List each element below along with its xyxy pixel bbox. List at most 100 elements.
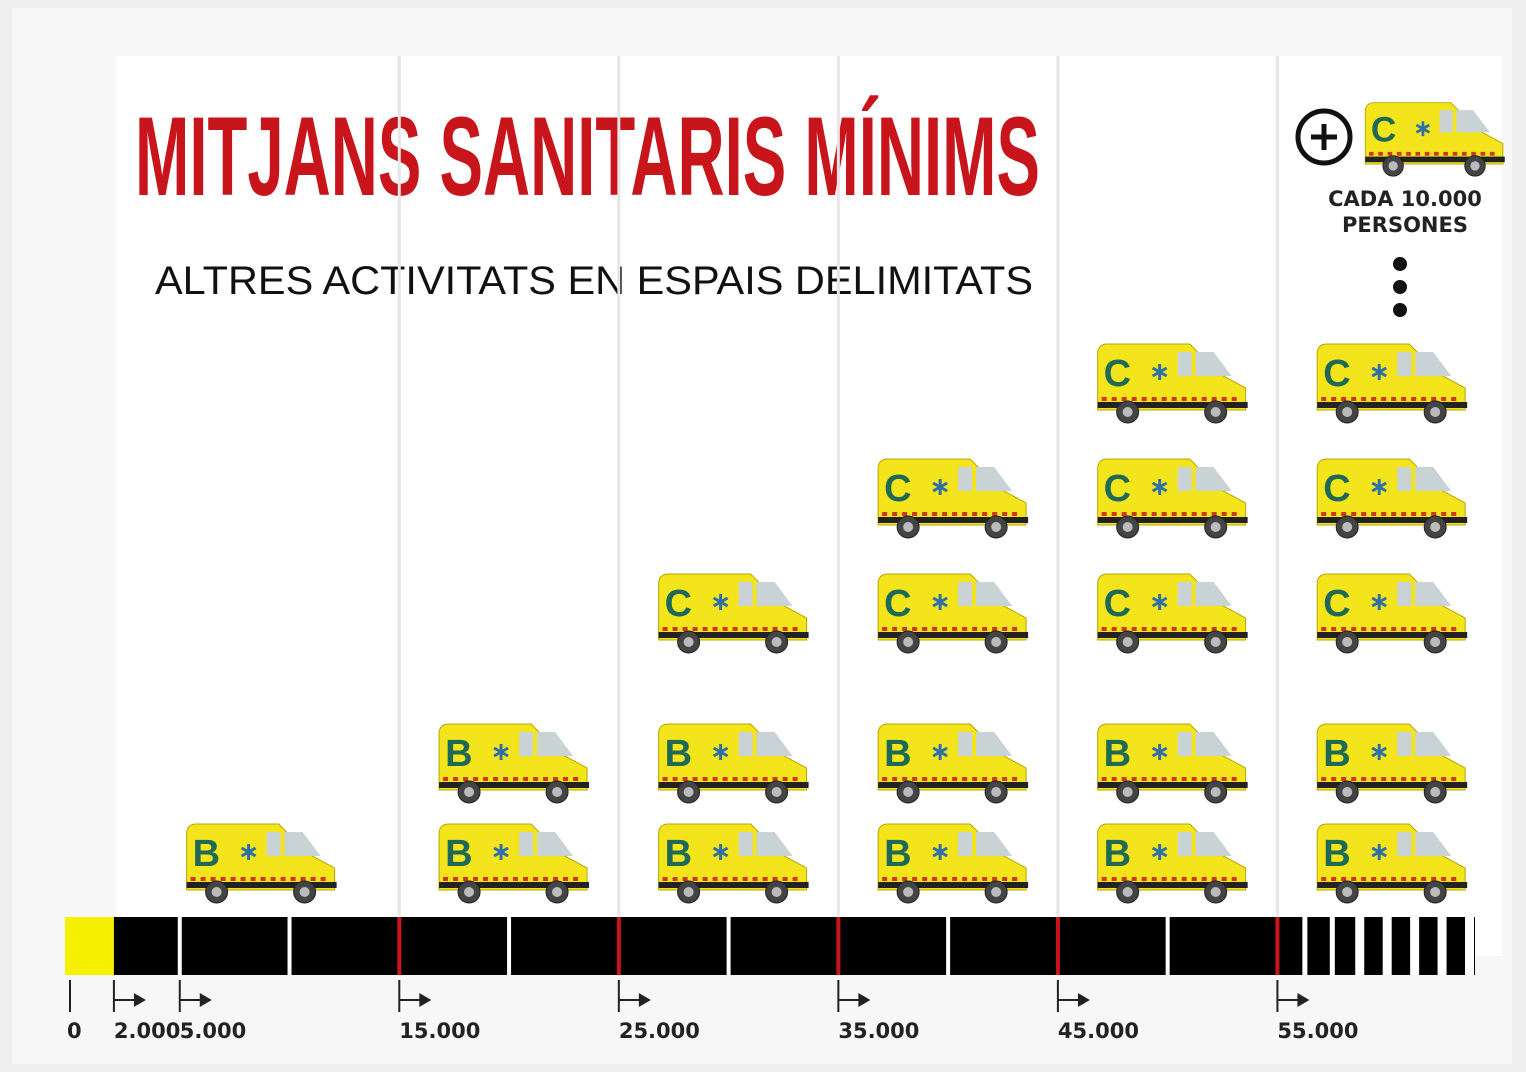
ambulance-window	[958, 732, 972, 756]
ambulance-hub	[1470, 161, 1479, 170]
ambulance-check	[713, 777, 718, 781]
ambulance-check	[952, 512, 957, 516]
ambulance-check	[1192, 777, 1197, 781]
ambulance-check	[1142, 777, 1147, 781]
ambulance-check	[533, 777, 538, 781]
ambulance-check	[912, 877, 917, 881]
ambulance-check	[743, 627, 748, 631]
ambulance-check	[763, 627, 768, 631]
ambulance-check	[191, 877, 196, 881]
chart-title: MITJANS SANITARIS MÍNIMS	[135, 94, 1040, 219]
ambulance-check	[793, 777, 798, 781]
x-tick-label: 5.000	[180, 1019, 246, 1043]
ambulance-check	[922, 777, 927, 781]
ambulance-check	[982, 512, 987, 516]
ambulance-check	[1331, 397, 1336, 401]
ambulance-check	[553, 877, 558, 881]
ambulance-window	[1178, 582, 1192, 606]
chart: MITJANS SANITARIS MÍNIMS ALTRES ACTIVITA…	[0, 0, 1526, 1072]
ambulance-check	[783, 627, 788, 631]
ambulance-check	[463, 777, 468, 781]
ambulance-check	[892, 627, 897, 631]
ambulance-check	[1401, 877, 1406, 881]
ambulance-check	[1361, 397, 1366, 401]
ambulance-check	[1401, 777, 1406, 781]
ambulance-check	[523, 877, 528, 881]
ambulance-letter: B	[884, 833, 911, 875]
ambulance-hub	[212, 887, 222, 897]
ambulance-check	[1162, 397, 1167, 401]
ambulance-check	[683, 627, 688, 631]
ambulance-check	[922, 877, 927, 881]
ambulance-check	[693, 877, 698, 881]
ambulance-hub	[464, 787, 474, 797]
ambulance-check	[932, 877, 937, 881]
ambulance-check	[1351, 877, 1356, 881]
ambulance-check	[1434, 152, 1439, 156]
ambulance-check	[882, 627, 887, 631]
ambulance-check	[793, 627, 798, 631]
ambulance-check	[201, 877, 206, 881]
ambulance-check	[743, 877, 748, 881]
ambulance-check	[1371, 777, 1376, 781]
ambulance-hub	[991, 787, 1001, 797]
ambulance-check	[922, 627, 927, 631]
ambulance-check	[1202, 777, 1207, 781]
ambulance-hub	[1389, 161, 1398, 170]
ambulance-check	[1321, 512, 1326, 516]
ambulance-hub	[1123, 522, 1133, 532]
ambulance-check	[1421, 397, 1426, 401]
ambulance-check	[1411, 627, 1416, 631]
ambulance-hub	[1430, 887, 1440, 897]
ambulance-check	[1192, 512, 1197, 516]
ambulance-check	[1391, 777, 1396, 781]
ambulance-check	[1132, 512, 1137, 516]
ambulance-check	[1182, 512, 1187, 516]
ambulance-check	[992, 512, 997, 516]
ambulance-check	[773, 627, 778, 631]
ambulance-check	[1132, 397, 1137, 401]
ambulance-check	[882, 512, 887, 516]
ambulance-check	[1381, 512, 1386, 516]
ambulance-check	[1222, 397, 1227, 401]
ambulance-check	[972, 627, 977, 631]
ambulance-check	[573, 877, 578, 881]
ambulance-check	[1401, 512, 1406, 516]
ambulance-check	[703, 627, 708, 631]
ambulance-check	[773, 777, 778, 781]
ambulance-hub	[1342, 407, 1352, 417]
ambulance-window	[1397, 732, 1411, 756]
ambulance-check	[1341, 397, 1346, 401]
ambulance-letter: B	[665, 833, 692, 875]
ambulance-check	[1431, 777, 1436, 781]
ambulance-check	[443, 777, 448, 781]
x-tick-label: 55.000	[1277, 1019, 1358, 1043]
ambulance-check	[1371, 627, 1376, 631]
ambulance-check	[1152, 512, 1157, 516]
ambulance-letter: C	[884, 583, 911, 625]
ambulance-check	[503, 877, 508, 881]
ambulance-check	[1132, 777, 1137, 781]
x-tick-label: 45.000	[1058, 1019, 1139, 1043]
ambulance-check	[1112, 877, 1117, 881]
ambulance-check	[962, 877, 967, 881]
ambulance-check	[453, 877, 458, 881]
ambulance-check	[301, 877, 306, 881]
ambulance-hub	[1430, 787, 1440, 797]
ambulance-letter: B	[193, 833, 220, 875]
ambulance-hub	[772, 787, 782, 797]
ambulance-check	[1222, 627, 1227, 631]
ambulance-check	[663, 877, 668, 881]
ambulance-check	[1212, 877, 1217, 881]
x-tick-label: 15.000	[399, 1019, 480, 1043]
ambulance-check	[473, 877, 478, 881]
ambulance-check	[261, 877, 266, 881]
ambulance-hub	[1211, 637, 1221, 647]
ambulance-check	[1411, 397, 1416, 401]
ambulance-check	[902, 777, 907, 781]
ambulance-check	[1381, 877, 1386, 881]
ambulance-check	[271, 877, 276, 881]
ambulance-window	[1178, 732, 1192, 756]
ambulance-check	[1401, 397, 1406, 401]
ambulance-check	[1453, 152, 1458, 156]
